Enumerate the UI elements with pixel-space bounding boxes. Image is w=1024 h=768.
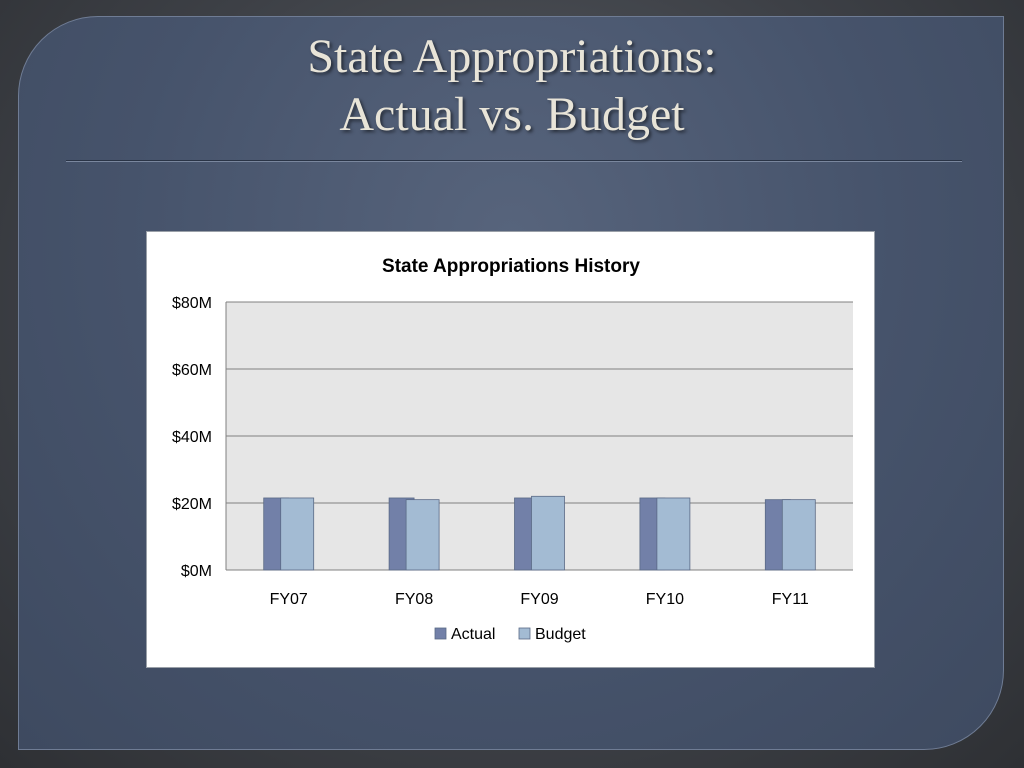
chart-legend: Actual Budget: [434, 626, 586, 643]
title-divider: [66, 160, 962, 162]
y-tick-label: $20M: [172, 496, 212, 513]
legend-swatch-actual: [434, 627, 447, 640]
bar-budget: [405, 499, 440, 571]
x-tick-label: FY11: [772, 591, 809, 608]
y-tick-label: $80M: [172, 295, 212, 312]
x-tick-label: FY10: [646, 591, 684, 608]
slide-title: State Appropriations: Actual vs. Budget: [0, 28, 1024, 144]
bar-budget: [781, 499, 816, 571]
y-tick-label: $0M: [181, 563, 212, 580]
bar-chart: State Appropriations History $0M $20M $40M…: [172, 256, 853, 643]
x-tick-label: FY09: [520, 591, 558, 608]
plot-area: $0M $20M $40M $60M $80M FY07 FY08 FY09 FY10 FY11: [172, 295, 853, 608]
chart-title: State Appropriations History: [382, 256, 640, 277]
legend-label-actual: Actual: [451, 626, 495, 643]
bar-budget: [531, 495, 565, 571]
legend-label-budget: Budget: [535, 626, 586, 643]
slide-title-line-2: Actual vs. Budget: [339, 88, 685, 141]
y-tick-label: $40M: [172, 429, 212, 446]
bar-budget: [656, 497, 691, 571]
y-tick-label: $60M: [172, 362, 212, 379]
bar-budget: [280, 497, 315, 571]
slide-title-line-1: State Appropriations:: [307, 30, 717, 83]
legend-swatch-budget: [518, 627, 531, 640]
x-tick-label: FY08: [395, 591, 433, 608]
chart-container: State Appropriations History $0M $20M $40M…: [146, 231, 875, 668]
x-tick-label: FY07: [270, 591, 308, 608]
